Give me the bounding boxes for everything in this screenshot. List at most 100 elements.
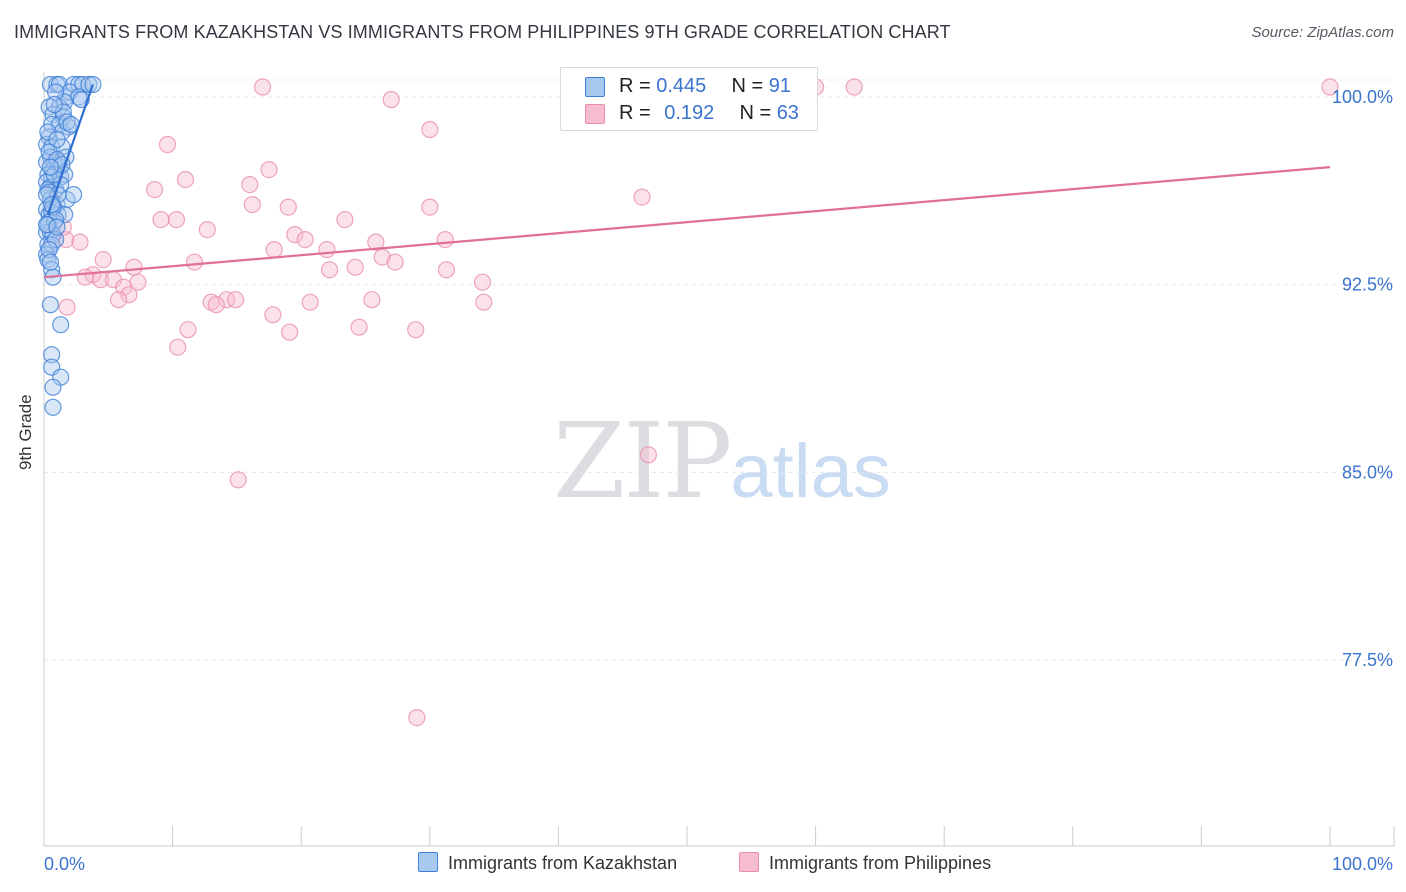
philippines-point	[120, 286, 138, 304]
philippines-point	[436, 231, 454, 249]
philippines-point	[169, 338, 187, 356]
kazakhstan-point	[41, 296, 60, 314]
n-value: 63	[776, 102, 799, 124]
kazakhstan-point	[41, 158, 60, 176]
philippines-point	[227, 291, 245, 309]
n-label: N =	[731, 75, 764, 97]
watermark-atlas: atlas	[730, 429, 891, 514]
kazakhstan-legend-swatch	[418, 852, 438, 872]
philippines-point	[320, 261, 339, 279]
kazakhstan-point	[43, 346, 61, 364]
philippines-point	[207, 296, 225, 314]
philippines-point	[279, 198, 297, 216]
philippines-point	[146, 181, 164, 199]
legend-label-kazakhstan: Immigrants from Kazakhstan	[448, 853, 678, 873]
kazakhstan-point	[40, 241, 58, 259]
kazakhstan-point	[44, 398, 62, 416]
y-tick-label: 85.0%	[1342, 462, 1393, 482]
watermark: ZIPatlas	[553, 400, 891, 522]
philippines-point	[167, 211, 186, 229]
r-label: R =	[619, 102, 651, 124]
kazakhstan-point	[52, 316, 70, 334]
philippines-point	[152, 211, 170, 229]
points-layer	[37, 75, 1339, 727]
philippines-point	[1321, 78, 1339, 96]
philippines-point	[76, 268, 94, 286]
philippines-point	[185, 253, 204, 271]
philippines-point	[845, 78, 863, 96]
philippines-point	[367, 233, 385, 251]
philippines-point	[229, 471, 247, 489]
y-tick-label: 92.5%	[1342, 275, 1393, 295]
philippines-point	[386, 253, 404, 271]
stats-legend: R = 0.445 N = 91 R = 0.192 N = 63	[560, 67, 818, 131]
philippines-point	[421, 120, 439, 139]
philippines-point	[421, 198, 439, 216]
philippines-point	[241, 176, 259, 194]
source-credit: Source: ZipAtlas.com	[1251, 24, 1394, 41]
kazakhstan-point	[64, 186, 83, 204]
philippines-swatch	[585, 104, 605, 124]
kazakhstan-point	[45, 95, 63, 114]
philippines-point	[265, 241, 283, 259]
philippines-point	[109, 291, 128, 309]
philippines-point	[94, 251, 112, 269]
r-value: 0.445	[656, 75, 707, 97]
kazakhstan-point	[46, 83, 65, 101]
philippines-point	[125, 258, 143, 276]
philippines-point	[346, 258, 364, 276]
y-axis-label: 9th Grade	[16, 394, 35, 470]
philippines-point	[58, 298, 76, 316]
grid-layer	[44, 79, 1395, 661]
philippines-point	[158, 135, 177, 154]
philippines-point	[639, 446, 658, 464]
y-tick-label: 100.0%	[1332, 87, 1393, 107]
philippines-point	[260, 161, 278, 179]
trend-layer	[43, 84, 1331, 279]
philippines-point	[633, 188, 651, 206]
philippines-point	[281, 323, 299, 341]
philippines-point	[475, 293, 493, 311]
philippines-point	[437, 261, 456, 279]
philippines-point	[407, 321, 425, 339]
philippines-point	[318, 241, 336, 259]
philippines-point	[243, 196, 261, 214]
n-label: N =	[739, 102, 772, 124]
x-tick-label-start: 0.0%	[44, 854, 85, 874]
philippines-point	[301, 293, 319, 311]
philippines-point	[218, 291, 236, 309]
philippines-point	[176, 171, 195, 189]
philippines-point	[296, 231, 314, 249]
kazakhstan-point	[44, 378, 62, 396]
philippines-point	[382, 90, 400, 109]
philippines-point	[336, 211, 354, 229]
philippines-point	[286, 226, 304, 244]
n-value: 91	[768, 75, 791, 97]
philippines-point	[264, 306, 282, 324]
kazakhstan-point	[41, 253, 60, 271]
y-tick-label: 77.5%	[1342, 650, 1393, 670]
r-value: 0.192	[664, 102, 715, 124]
legend-item-philippines[interactable]: Immigrants from Philippines	[739, 852, 991, 876]
tick-label-layer: 77.5% 85.0% 92.5% 100.0% 0.0% 100.0%	[44, 87, 1393, 874]
chart-title: IMMIGRANTS FROM KAZAKHSTAN VS IMMIGRANTS…	[14, 22, 951, 42]
kazakhstan-point	[48, 218, 66, 236]
philippines-point	[473, 273, 492, 291]
kazakhstan-point	[48, 130, 66, 149]
legend-label-philippines: Immigrants from Philippines	[769, 853, 992, 873]
philippines-point	[254, 78, 272, 96]
x-tick-label-end: 100.0%	[1332, 854, 1393, 874]
philippines-point	[179, 321, 197, 339]
kazakhstan-point	[46, 231, 65, 249]
kazakhstan-trend-line	[46, 84, 94, 215]
legend-item-kazakhstan[interactable]: Immigrants from Kazakhstan	[418, 852, 677, 876]
philippines-legend-swatch	[739, 852, 759, 872]
philippines-point	[71, 233, 89, 251]
philippines-point	[198, 221, 216, 239]
kazakhstan-swatch	[585, 77, 605, 97]
philippines-point	[408, 708, 426, 727]
kazakhstan-point	[37, 216, 56, 234]
r-label: R =	[619, 75, 651, 97]
philippines-point	[363, 291, 381, 309]
